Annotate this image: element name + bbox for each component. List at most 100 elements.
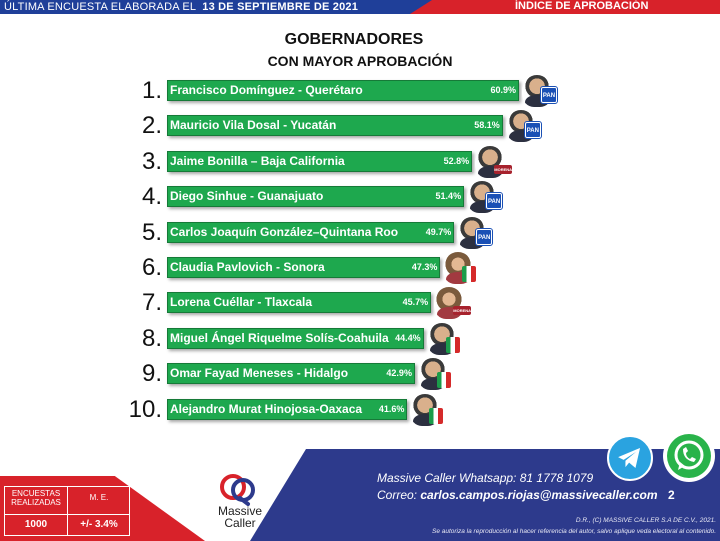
bar-row: 5. Carlos Joaquín González–Quintana Roo 49… bbox=[0, 216, 720, 249]
page-number: 2 bbox=[668, 488, 675, 502]
rank-number: 2. bbox=[141, 112, 162, 140]
party-logo-icon: PAN bbox=[485, 192, 504, 211]
rank-number: 8. bbox=[141, 324, 162, 352]
rank-number: 10. bbox=[128, 395, 162, 423]
bar-category-label: Jaime Bonilla – Baja California bbox=[170, 153, 345, 168]
logo-line1: Massive bbox=[217, 504, 262, 518]
bar-row: 10. Alejandro Murat Hinojosa-Oaxaca 41.6% bbox=[0, 393, 720, 426]
bar-value-label: 51.4% bbox=[435, 191, 462, 202]
bar-category-label: Diego Sinhue - Guanajuato bbox=[170, 189, 324, 204]
bar-row: 7. Lorena Cuéllar - Tlaxcala 45.7% MORENA bbox=[0, 287, 720, 320]
governor-photo bbox=[467, 181, 498, 214]
chart-title-line2: CON MAYOR APROBACIÓN bbox=[0, 53, 720, 69]
party-logo-icon bbox=[462, 266, 477, 282]
email-contact: Correo: carlos.campos.riojas@massivecall… bbox=[377, 488, 658, 502]
massive-caller-logo-icon bbox=[220, 474, 255, 506]
rank-number: 5. bbox=[141, 218, 162, 246]
bar bbox=[167, 327, 424, 349]
governor-photo bbox=[426, 322, 457, 355]
bar-row: 9. Omar Fayad Meneses - Hidalgo 42.9% bbox=[0, 358, 720, 391]
bar bbox=[167, 80, 519, 101]
chart-title-line1: GOBERNADORES bbox=[0, 31, 720, 49]
party-logo-icon bbox=[429, 407, 444, 424]
rank-number: 7. bbox=[141, 289, 162, 317]
copyright-text: D.R., (C) MASSIVE CALLER S.A DE C.V., 20… bbox=[575, 517, 716, 524]
bar bbox=[167, 221, 455, 243]
margin-error-label: M. E. bbox=[89, 493, 109, 502]
governor-photo bbox=[457, 216, 488, 249]
massive-caller-logo-text: Massive Caller bbox=[208, 505, 272, 529]
bar-value-label: 52.8% bbox=[443, 155, 470, 166]
bar-category-label: Francisco Domínguez - Querétaro bbox=[170, 83, 363, 97]
surveys-value: 1000 bbox=[24, 519, 48, 530]
logo-line2: Caller bbox=[224, 516, 256, 530]
survey-text: ÚLTIMA ENCUESTA ELABORADA EL bbox=[4, 1, 197, 13]
header-red-band bbox=[410, 0, 720, 14]
whatsapp-contact: Massive Caller Whatsapp: 81 1778 1079 bbox=[377, 471, 593, 485]
rank-number: 3. bbox=[141, 147, 162, 175]
bar-row: 2. Mauricio Vila Dosal - Yucatán 58.1% PAN bbox=[0, 110, 720, 143]
bar-category-label: Claudia Pavlovich - Sonora bbox=[170, 260, 325, 274]
reproduction-notice: Se autoriza la reproducción al hacer ref… bbox=[431, 528, 716, 535]
bar bbox=[167, 257, 441, 278]
governor-photo bbox=[475, 145, 506, 178]
whatsapp-phone-icon bbox=[674, 440, 704, 470]
rank-number: 1. bbox=[141, 77, 162, 104]
telegram-plane-icon bbox=[618, 447, 641, 469]
surveys-label-2: REALIZADAS bbox=[11, 498, 61, 507]
bar bbox=[167, 115, 503, 137]
bar-value-label: 47.3% bbox=[411, 262, 438, 272]
bar-row: 8. Miguel Ángel Riquelme Solís-Coahuila 44… bbox=[0, 322, 720, 355]
email-label: Correo: bbox=[377, 488, 418, 502]
chart-subtitle-text: CON MAYOR APROBACIÓN bbox=[267, 53, 453, 69]
survey-stats-box: ENCUESTAS REALIZADAS M. E. 1000 +/- 3.4% bbox=[4, 486, 130, 536]
bar-row: 4. Diego Sinhue - Guanajuato 51.4% PAN bbox=[0, 181, 720, 214]
email-address[interactable]: carlos.campos.riojas@massivecaller.com bbox=[420, 488, 658, 502]
whatsapp-icon[interactable] bbox=[663, 430, 715, 482]
bar-category-label: Mauricio Vila Dosal - Yucatán bbox=[170, 118, 337, 133]
party-logo-icon bbox=[445, 336, 460, 353]
party-logo-icon: MORENA bbox=[453, 306, 472, 316]
governor-photo bbox=[434, 287, 465, 320]
party-logo-icon: MORENA bbox=[494, 164, 513, 174]
bar-category-label: Alejandro Murat Hinojosa-Oaxaca bbox=[170, 401, 363, 416]
telegram-icon[interactable] bbox=[607, 435, 653, 481]
party-logo-icon: PAN bbox=[475, 227, 494, 246]
bar-category-label: Miguel Ángel Riquelme Solís-Coahuila bbox=[170, 330, 389, 345]
party-logo-icon: PAN bbox=[540, 86, 558, 104]
governor-photo bbox=[417, 358, 448, 391]
bar-value-label: 58.1% bbox=[474, 120, 500, 131]
party-logo-icon: PAN bbox=[523, 121, 542, 140]
rank-number: 6. bbox=[141, 254, 162, 281]
bar-row: 6. Claudia Pavlovich - Sonora 47.3% bbox=[0, 252, 720, 284]
bar-value-label: 42.9% bbox=[386, 368, 412, 379]
bar-category-label: Carlos Joaquín González–Quintana Roo bbox=[170, 224, 399, 239]
bar bbox=[167, 398, 408, 420]
whatsapp-icon-bg bbox=[667, 434, 711, 478]
survey-date: 13 DE SEPTIEMBRE DE 2021 bbox=[202, 1, 359, 13]
header-band: ÚLTIMA ENCUESTA ELABORADA EL 13 DE SEPTIE… bbox=[0, 0, 720, 14]
governor-photo bbox=[522, 75, 552, 107]
bar-value-label: 41.6% bbox=[378, 403, 405, 414]
governor-photo bbox=[443, 252, 474, 284]
bar-row: 3. Jaime Bonilla – Baja California 52.8% MO… bbox=[0, 145, 720, 178]
index-title: ÍNDICE DE APROBACIÓN bbox=[515, 0, 649, 12]
whatsapp-label: Massive Caller Whatsapp: bbox=[377, 471, 517, 485]
survey-date-line: ÚLTIMA ENCUESTA ELABORADA EL 13 DE SEPTIE… bbox=[4, 0, 358, 14]
surveys-label: ENCUESTAS REALIZADAS bbox=[5, 489, 67, 507]
bar-category-label: Omar Fayad Meneses - Hidalgo bbox=[170, 366, 349, 381]
rank-number: 9. bbox=[141, 360, 162, 388]
governor-photo bbox=[410, 393, 441, 426]
bar-value-label: 45.7% bbox=[402, 297, 429, 308]
bar-row: 1. Francisco Domínguez - Querétaro 60.9% PA… bbox=[0, 75, 720, 107]
rank-number: 4. bbox=[141, 183, 162, 211]
governor-photo bbox=[505, 110, 536, 143]
whatsapp-number[interactable]: 81 1778 1079 bbox=[519, 471, 594, 485]
bar-value-label: 49.7% bbox=[425, 226, 452, 237]
bar bbox=[167, 150, 473, 172]
chart-title-text: GOBERNADORES bbox=[284, 31, 424, 48]
stats-divider-v bbox=[67, 487, 68, 535]
bar bbox=[167, 363, 415, 385]
surveys-label-1: ENCUESTAS bbox=[11, 489, 61, 498]
margin-error-value: +/- 3.4% bbox=[80, 519, 118, 530]
